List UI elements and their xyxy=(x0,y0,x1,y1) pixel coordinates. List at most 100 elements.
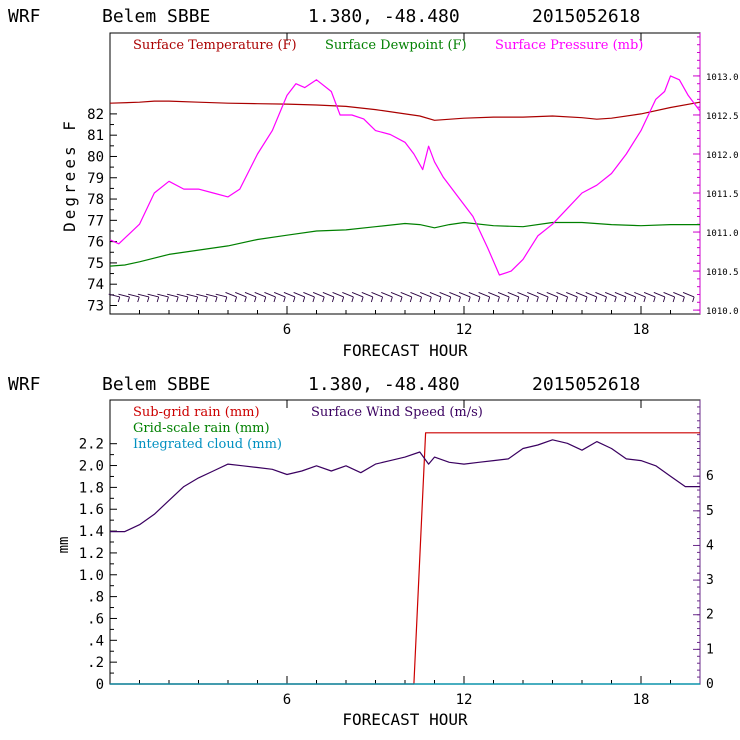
wind-barb-tick xyxy=(507,296,510,303)
wind-barb xyxy=(361,292,374,298)
y-tick-label: 74 xyxy=(87,277,104,293)
wind-barb-tick xyxy=(244,296,247,303)
y-tick-label: 80 xyxy=(87,149,104,165)
wind-barbs xyxy=(108,292,695,303)
wind-barb-tick xyxy=(633,296,637,303)
y2-tick-label: 1012.5 xyxy=(706,112,739,122)
y-tick-label: 75 xyxy=(87,256,104,272)
header-run-bottom: 2015052618 xyxy=(532,374,640,395)
y2-tick-label: 4 xyxy=(706,538,714,553)
axis-ticks-top: 6 12 18 73 74 75 76 77 78 79 80 81 82 1010.0 1010.5 101… xyxy=(87,33,739,338)
wind-barb xyxy=(527,292,539,298)
wind-barb xyxy=(420,292,432,298)
wind-barb xyxy=(254,292,266,298)
wind-barb xyxy=(303,292,315,298)
wind-barb-tick xyxy=(322,296,325,303)
wind-barb-tick xyxy=(351,296,354,303)
series-lines-top xyxy=(109,75,701,276)
wind-barb xyxy=(283,292,296,298)
wind-barb-tick xyxy=(682,296,685,303)
series-surface-dewpoint-f xyxy=(109,221,700,267)
wind-barb-tick xyxy=(458,296,461,303)
wind-barb xyxy=(186,293,198,298)
y-tick-label: 81 xyxy=(87,128,104,144)
wind-barb-tick xyxy=(224,296,228,303)
x-axis-label-bottom: FORECAST HOUR xyxy=(342,710,468,729)
y-tick-label: 2.2 xyxy=(79,437,104,453)
y-tick-label: 2.0 xyxy=(79,459,104,475)
wind-barb xyxy=(108,293,120,298)
y2-tick-label: 1010.0 xyxy=(706,307,739,317)
legend-surface-temperature: Surface Temperature (F) xyxy=(133,38,297,53)
wind-barb-tick xyxy=(672,296,676,303)
wind-barb-tick xyxy=(215,296,218,303)
y-tick-label: 82 xyxy=(87,107,104,123)
panel-top: WRF Belem SBBE 1.380, -48.480 2015052618… xyxy=(8,6,739,360)
y2-tick-label: 2 xyxy=(706,608,714,623)
y-tick-label: .2 xyxy=(87,655,104,671)
wind-barb xyxy=(429,292,442,298)
wind-barb xyxy=(546,292,558,298)
y2-tick-label: 3 xyxy=(706,573,714,588)
y-tick-label: .6 xyxy=(87,611,104,627)
y2-tick-label: 6 xyxy=(706,469,714,484)
wind-barb-tick xyxy=(176,296,179,303)
y-axis-label-top: Degrees F xyxy=(60,118,79,232)
wind-barb-tick xyxy=(263,296,267,303)
wind-barb xyxy=(682,292,695,298)
wind-barb xyxy=(118,293,130,298)
wind-barb-tick xyxy=(156,296,160,303)
y-tick-label: 76 xyxy=(87,235,104,251)
y-tick-label: 77 xyxy=(87,213,104,229)
header-station-top: Belem SBBE xyxy=(102,6,210,27)
wind-barb-tick xyxy=(254,296,257,303)
wind-barb xyxy=(449,292,461,298)
wind-barb xyxy=(556,292,568,298)
wind-barb xyxy=(381,292,393,298)
wind-barb-tick xyxy=(497,296,500,303)
x-tick-label: 18 xyxy=(633,692,650,708)
series-lines-bottom xyxy=(110,432,700,685)
wind-barb-tick xyxy=(361,296,364,303)
wind-barb xyxy=(205,293,218,298)
wind-barb xyxy=(128,293,140,298)
wind-barb xyxy=(371,292,383,298)
wind-barb-tick xyxy=(448,296,452,303)
wind-barb xyxy=(225,292,237,298)
wind-barb xyxy=(342,292,354,298)
wind-barb-tick xyxy=(195,296,199,303)
wind-barb xyxy=(663,292,675,298)
wind-barb-tick xyxy=(429,296,432,303)
wind-barb-tick xyxy=(604,296,607,303)
y-tick-label: 1.6 xyxy=(79,502,104,518)
y-tick-label: 1.4 xyxy=(79,524,104,540)
y-tick-label: 78 xyxy=(87,192,104,208)
wind-barb xyxy=(439,292,451,298)
wind-barb-tick xyxy=(341,296,345,303)
y2-tick-label: 1013.0 xyxy=(706,73,739,83)
header-model-bottom: WRF xyxy=(8,374,41,395)
wind-barb-tick xyxy=(166,296,169,303)
wind-barb xyxy=(575,292,588,298)
y-tick-label: .8 xyxy=(87,590,104,606)
wind-barb xyxy=(604,292,617,298)
wind-barb-tick xyxy=(331,296,335,303)
y2-tick-label: 1011.0 xyxy=(706,229,739,239)
wind-barb-tick xyxy=(390,296,393,303)
wind-barb xyxy=(215,293,227,298)
wind-barb-tick xyxy=(312,296,315,303)
wind-barb-tick xyxy=(117,296,121,303)
wind-barb-tick xyxy=(234,296,237,303)
wind-barb-tick xyxy=(137,296,140,303)
wind-barb xyxy=(497,292,510,298)
wind-barb xyxy=(634,292,646,298)
wind-barb-tick xyxy=(302,296,306,303)
legend-integrated-cloud: Integrated cloud (mm) xyxy=(133,437,282,452)
wind-barb-tick xyxy=(516,296,520,303)
wind-barb xyxy=(157,293,169,298)
wind-barb-tick xyxy=(468,296,471,303)
wind-barb xyxy=(517,292,529,298)
wind-barb-tick xyxy=(546,296,549,303)
legend-surface-pressure: Surface Pressure (mb) xyxy=(495,38,643,53)
